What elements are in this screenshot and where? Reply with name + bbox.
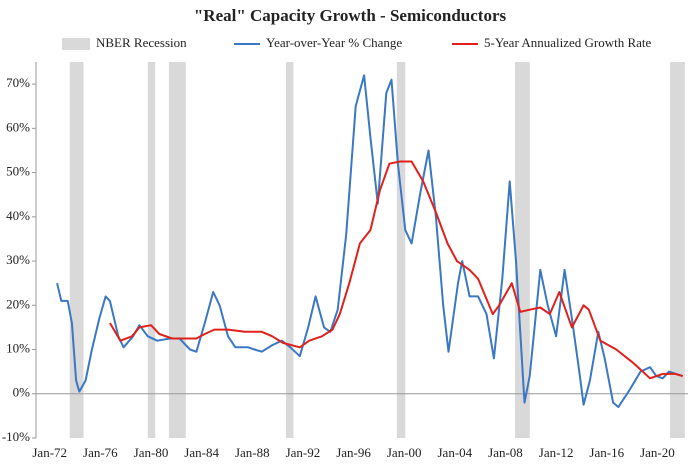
legend-swatch	[62, 38, 90, 50]
x-tick-label: Jan-20	[640, 445, 675, 460]
y-tick-label: 70%	[6, 75, 30, 90]
chart-title: "Real" Capacity Growth - Semiconductors	[194, 6, 507, 25]
y-tick-label: -10%	[2, 429, 30, 444]
y-tick-label: 50%	[6, 164, 30, 179]
recession-band	[670, 62, 685, 438]
recession-band	[514, 62, 530, 438]
x-tick-label: Jan-84	[184, 445, 219, 460]
y-tick-label: 20%	[6, 296, 30, 311]
x-tick-label: Jan-16	[589, 445, 624, 460]
x-tick-label: Jan-96	[336, 445, 371, 460]
x-tick-label: Jan-76	[83, 445, 118, 460]
recession-band	[396, 62, 406, 438]
x-tick-label: Jan-92	[286, 445, 321, 460]
x-tick-label: Jan-12	[539, 445, 574, 460]
x-tick-label: Jan-72	[32, 445, 67, 460]
legend-label: Year-over-Year % Change	[266, 35, 402, 50]
y-tick-label: 0%	[13, 385, 31, 400]
legend-label: 5-Year Annualized Growth Rate	[484, 35, 652, 50]
recession-band	[286, 62, 294, 438]
y-tick-label: 10%	[6, 341, 30, 356]
x-tick-label: Jan-80	[134, 445, 169, 460]
legend-label: NBER Recession	[96, 35, 187, 50]
x-tick-label: Jan-08	[488, 445, 523, 460]
series-line	[109, 160, 683, 380]
y-tick-label: 30%	[6, 252, 30, 267]
y-tick-label: 40%	[6, 208, 30, 223]
x-tick-label: Jan-00	[387, 445, 422, 460]
recession-band	[147, 62, 156, 438]
x-tick-label: Jan-04	[438, 445, 473, 460]
x-tick-label: Jan-88	[235, 445, 270, 460]
y-tick-label: 60%	[6, 119, 30, 134]
recession-band	[168, 62, 186, 438]
